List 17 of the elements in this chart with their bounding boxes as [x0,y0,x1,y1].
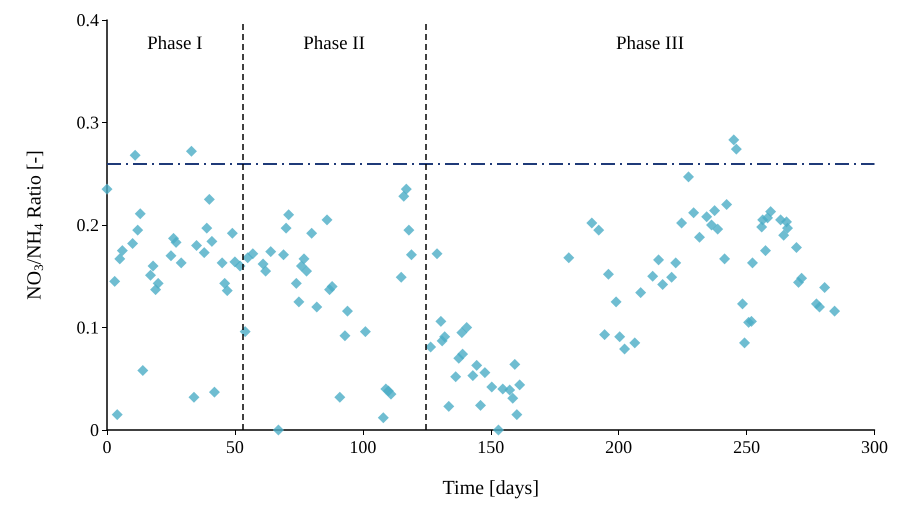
y-tick-label: 0.3 [76,112,99,132]
x-tick-label: 150 [477,437,504,457]
annotation: Phase III [616,33,684,54]
y-axis-title: NO3/NH4 Ratio [-] [24,150,46,300]
x-tick-label: 250 [733,437,760,457]
y-tick-label: 0.4 [76,10,99,30]
x-axis-title: Time [days] [442,477,539,499]
y-tick-label: 0.1 [76,318,99,338]
x-tick-label: 200 [605,437,632,457]
y-tick-label: 0.2 [76,215,99,235]
x-tick-label: 50 [226,437,244,457]
x-tick-label: 100 [349,437,376,457]
x-tick-label: 300 [861,437,888,457]
annotation: Phase II [303,33,365,54]
y-tick-label: 0 [90,420,99,440]
annotation: Phase I [147,33,202,54]
x-tick-label: 0 [102,437,112,457]
